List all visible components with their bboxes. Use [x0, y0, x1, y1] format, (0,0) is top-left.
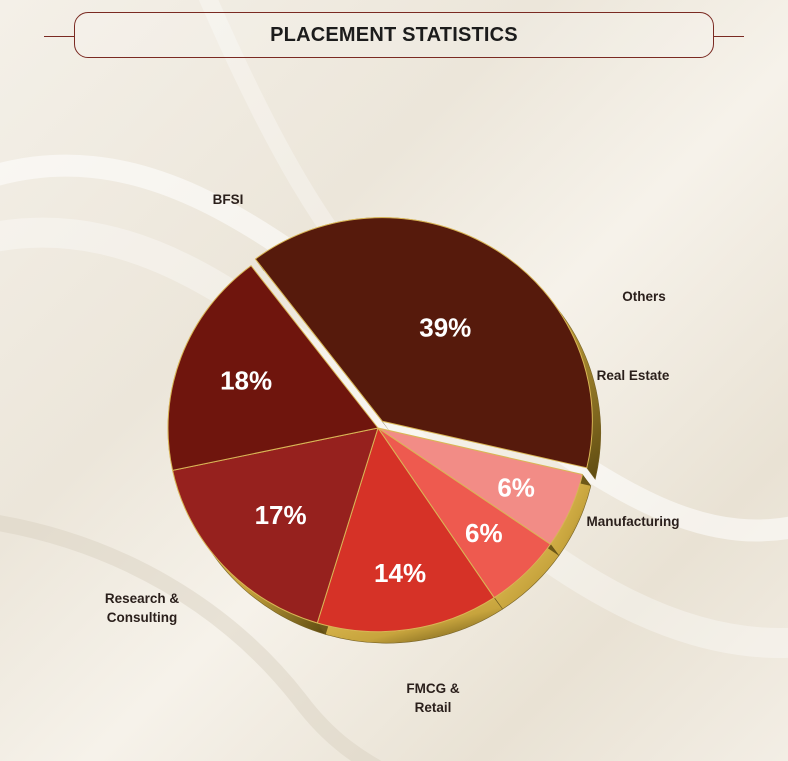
pie-slice-layer: [167, 217, 593, 633]
category-label-others: Others: [622, 289, 666, 304]
slice-fmcg-and-retail: [172, 427, 379, 624]
value-label-fmcg-and-retail: 17%: [255, 500, 307, 530]
title-banner: PLACEMENT STATISTICS: [74, 12, 714, 58]
slice-manufacturing: [316, 427, 495, 633]
category-label-real-estate: Real Estate: [597, 368, 670, 383]
slice-research-and-consulting: [167, 265, 379, 471]
category-label-manufacturing: Manufacturing: [587, 514, 680, 529]
pie-label-layer: 39% BFSI 6% Others 6% Real Estate 14% Manufactu…: [105, 192, 680, 715]
category-label-research-and-consulting-line1: Research &: [105, 591, 180, 606]
value-label-bfsi: 39%: [419, 312, 471, 342]
title-rule-left: [44, 36, 74, 37]
slice-bfsi: [254, 217, 593, 469]
value-label-manufacturing: 14%: [374, 558, 426, 588]
value-label-others: 6%: [497, 473, 535, 503]
category-label-fmcg-and-retail-line2: Retail: [415, 700, 452, 715]
value-label-real-estate: 6%: [465, 518, 503, 548]
page-title: PLACEMENT STATISTICS: [270, 23, 518, 46]
category-label-bfsi: BFSI: [213, 192, 244, 207]
category-label-fmcg-and-retail-line1: FMCG &: [406, 681, 459, 696]
value-label-research-and-consulting: 18%: [220, 365, 272, 395]
title-rule-right: [714, 36, 744, 37]
category-label-research-and-consulting-line2: Consulting: [107, 610, 178, 625]
